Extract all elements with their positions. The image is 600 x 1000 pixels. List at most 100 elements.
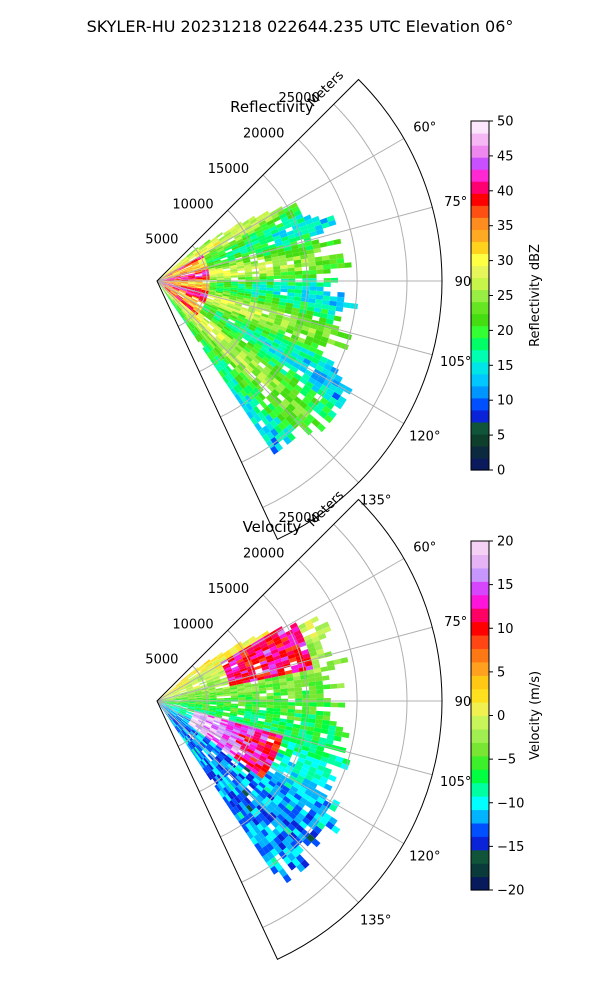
echo-gate: [177, 293, 184, 298]
colorbar-segment: [471, 205, 489, 218]
echo-gate: [298, 312, 306, 318]
echo-gate: [194, 269, 202, 273]
echo-gate: [328, 774, 337, 782]
echo-gate: [179, 302, 186, 308]
echo-gate: [206, 732, 214, 738]
colorbar-segment: [471, 608, 489, 623]
echo-gate: [269, 329, 278, 336]
colorbar-segment: [471, 229, 489, 242]
echo-gate: [187, 285, 196, 288]
echo-gate: [265, 758, 274, 765]
echo-gate: [167, 294, 173, 300]
echo-gate: [252, 643, 261, 650]
echo-gate: [270, 357, 279, 365]
echo-gate: [269, 801, 278, 809]
echo-gate: [195, 695, 203, 698]
echo-gate: [238, 329, 246, 336]
echo-gate: [214, 746, 221, 753]
echo-gate: [252, 736, 261, 742]
echo-gate: [202, 702, 210, 705]
echo-gate: [222, 713, 230, 717]
echo-gate: [188, 302, 195, 308]
echo-gate: [216, 698, 224, 700]
echo-gate: [256, 384, 264, 393]
echo-gate: [234, 741, 242, 748]
echo-gate: [315, 329, 324, 337]
echo-gate: [286, 843, 295, 853]
echo-gate: [266, 219, 275, 226]
echo-gate: [201, 710, 209, 714]
echo-gate: [174, 282, 182, 284]
echo-gate: [223, 706, 231, 710]
echo-gate: [305, 665, 314, 671]
echo-gate: [243, 787, 252, 795]
echo-gate: [243, 346, 251, 353]
echo-gate: [229, 800, 236, 808]
echo-gate: [165, 286, 172, 291]
echo-gate: [172, 270, 180, 275]
echo-gate: [247, 392, 255, 401]
echo-gate: [229, 684, 237, 689]
echo-gate: [245, 696, 253, 700]
echo-gate: [278, 358, 287, 366]
echo-gate: [253, 242, 261, 248]
echo-gate: [227, 254, 235, 259]
echo-gate: [192, 716, 199, 720]
echo-gate: [281, 698, 289, 703]
azimuth-line: [156, 206, 433, 282]
echo-gate: [194, 286, 203, 289]
echo-gate: [229, 341, 237, 349]
echo-gate: [285, 803, 294, 812]
echo-gate: [266, 657, 275, 663]
echo-gate: [202, 703, 210, 706]
echo-gate: [251, 685, 259, 690]
echo-gate: [216, 703, 224, 706]
echo-gate: [179, 689, 187, 693]
echo-gate: [235, 258, 244, 263]
echo-gate: [314, 303, 323, 309]
echo-gate: [254, 665, 262, 671]
echo-gate: [195, 277, 203, 280]
echo-gate: [255, 395, 263, 404]
echo-gate: [167, 714, 173, 720]
echo-gate: [344, 262, 352, 268]
echo-gate: [193, 307, 201, 313]
echo-gate: [257, 676, 265, 681]
echo-gate: [330, 366, 339, 375]
echo-gate: [172, 271, 180, 275]
echo-gate: [210, 305, 218, 311]
echo-gate: [224, 666, 232, 672]
echo-gate: [205, 301, 213, 306]
echo-gate: [214, 355, 221, 363]
echo-gate: [239, 791, 247, 800]
echo-gate: [319, 384, 329, 393]
echo-gate: [300, 767, 309, 775]
echo-gate: [265, 296, 273, 301]
echo-gate: [315, 714, 324, 720]
echo-gate: [230, 271, 238, 274]
echo-gate: [236, 317, 244, 323]
echo-gate: [331, 825, 341, 835]
echo-gate: [176, 715, 183, 721]
echo-gate: [169, 292, 176, 298]
echo-gate: [179, 690, 187, 694]
echo-gate: [223, 290, 231, 294]
echo-gate: [204, 660, 212, 667]
echo-gate: [187, 723, 194, 730]
echo-gate: [194, 289, 202, 292]
colorbar-segment: [471, 373, 489, 387]
echo-gate: [206, 324, 213, 332]
echo-gate: [333, 735, 342, 742]
echo-gate: [216, 354, 223, 362]
echo-gate: [226, 724, 234, 729]
echo-gate: [277, 382, 286, 391]
echo-gate: [173, 272, 180, 276]
echo-gate: [302, 282, 310, 287]
echo-gate: [236, 793, 244, 802]
echo-gate: [279, 341, 288, 349]
echo-gate: [285, 748, 294, 755]
echo-gate: [212, 302, 220, 308]
echo-gate: [165, 273, 173, 277]
echo-gate: [259, 276, 267, 280]
echo-gate: [256, 804, 264, 813]
